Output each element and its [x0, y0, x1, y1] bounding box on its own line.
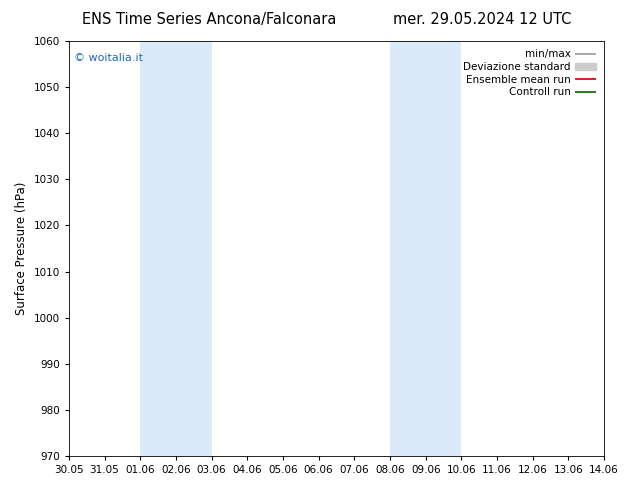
Bar — [140, 41, 212, 456]
Text: ENS Time Series Ancona/Falconara: ENS Time Series Ancona/Falconara — [82, 12, 337, 27]
Bar — [390, 41, 462, 456]
Text: mer. 29.05.2024 12 UTC: mer. 29.05.2024 12 UTC — [392, 12, 571, 27]
Y-axis label: Surface Pressure (hPa): Surface Pressure (hPa) — [15, 182, 28, 315]
Text: © woitalia.it: © woitalia.it — [74, 53, 143, 64]
Legend: min/max, Deviazione standard, Ensemble mean run, Controll run: min/max, Deviazione standard, Ensemble m… — [460, 46, 599, 100]
